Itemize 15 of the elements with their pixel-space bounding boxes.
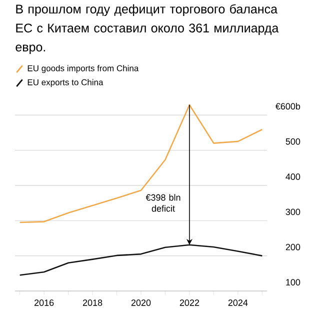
y-tick-label: 400 <box>286 174 300 180</box>
x-tick-label: 2022 <box>180 300 200 306</box>
x-tick-label: 2018 <box>82 300 102 306</box>
annotation: €398 bln deficit <box>146 194 180 212</box>
x-tick-label: 2024 <box>228 300 248 306</box>
legend-label: EU exports to China <box>28 79 104 87</box>
y-tick-label: 200 <box>286 244 300 250</box>
chart-title: В прошлом году дефицит торгового баланса ЕС с Китаем составил около 361 миллиарда евро. <box>16 4 279 54</box>
y-tick-label: 500 <box>286 138 300 145</box>
y-tick-label: €600b <box>275 102 300 110</box>
x-tick-label: 2016 <box>34 300 54 306</box>
legend-label: EU goods imports from China <box>28 65 139 73</box>
y-tick-label: 300 <box>286 208 300 216</box>
y-tick-label: 100 <box>286 279 300 286</box>
x-tick-label: 2020 <box>131 300 151 306</box>
